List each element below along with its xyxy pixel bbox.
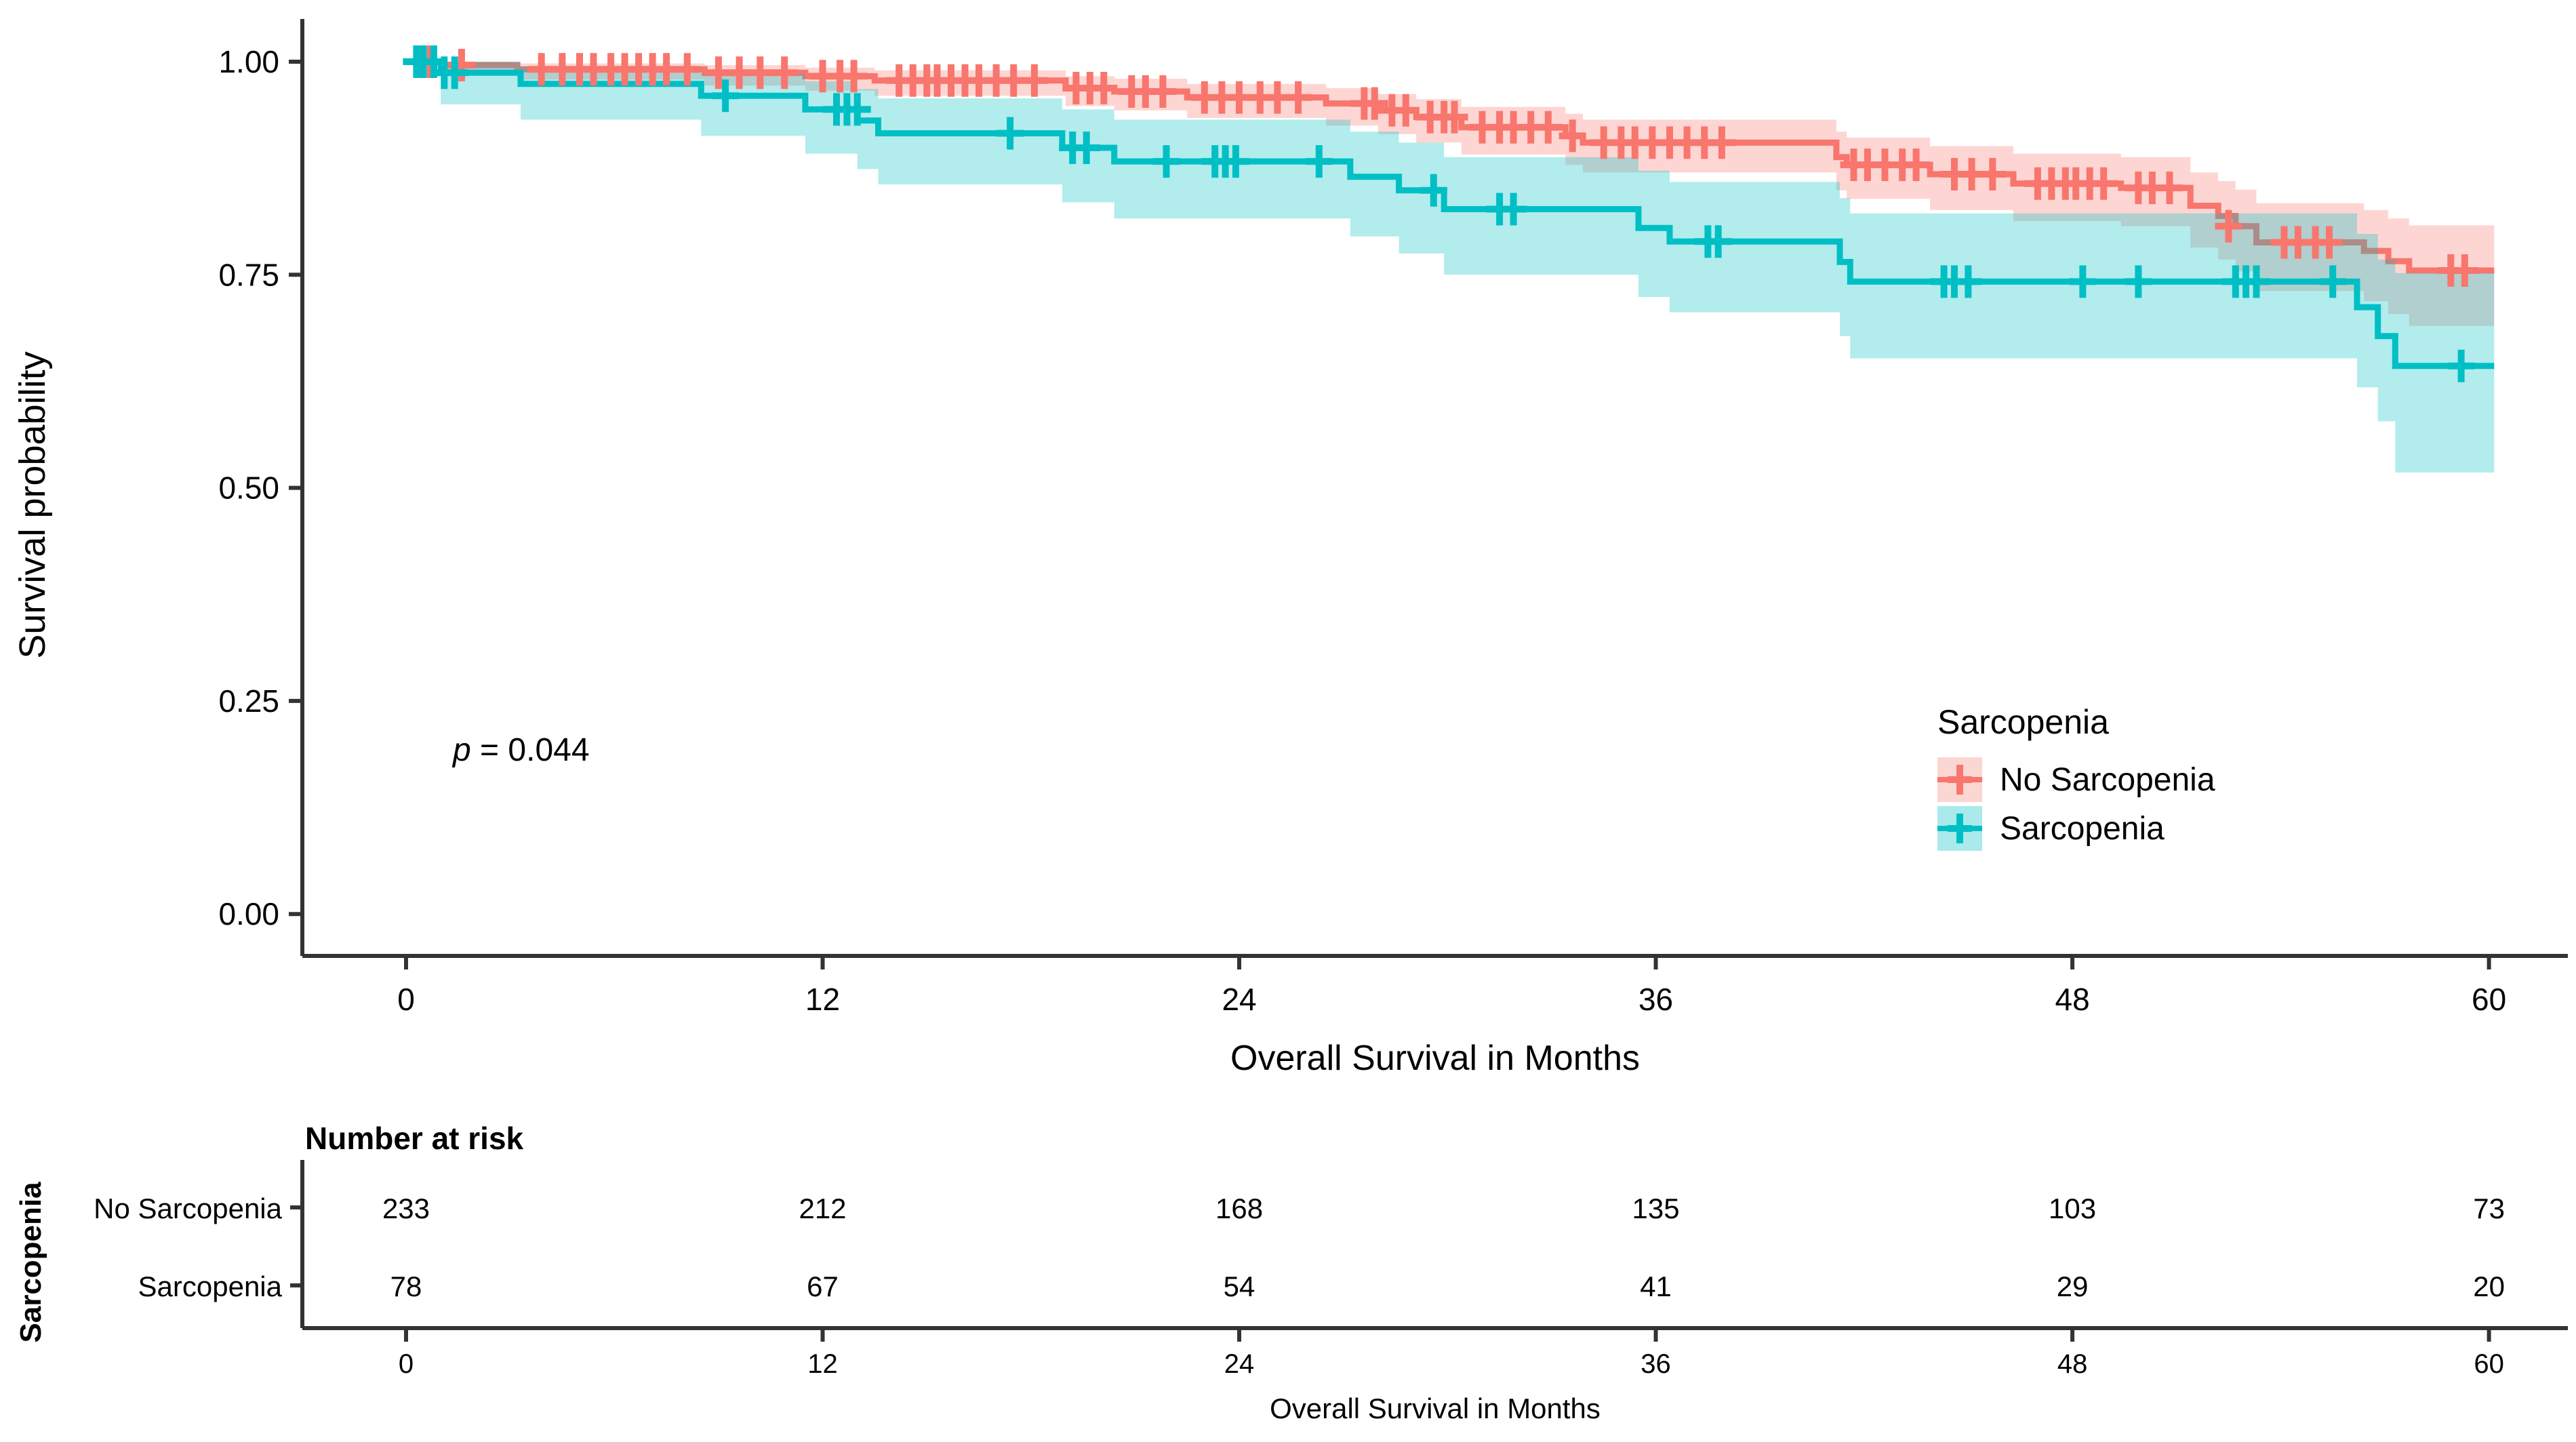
sarcopenia-censor-marks xyxy=(403,45,2475,382)
y-tick-label: 0.50 xyxy=(218,470,279,506)
risk-row-label: Sarcopenia xyxy=(138,1270,283,1302)
risk-x-tick-label: 48 xyxy=(2057,1349,2088,1379)
p-value-label: p = 0.044 xyxy=(451,732,590,768)
y-tick-label: 1.00 xyxy=(218,44,279,79)
risk-count-value: 20 xyxy=(2473,1270,2505,1302)
legend-key-censor-icon xyxy=(1948,765,1972,795)
x-tick-label: 12 xyxy=(805,982,840,1017)
x-tick-label: 48 xyxy=(2055,982,2089,1017)
y-tick-label: 0.75 xyxy=(218,257,279,292)
risk-x-tick-label: 60 xyxy=(2474,1349,2504,1379)
risk-row-label: No Sarcopenia xyxy=(94,1193,282,1224)
risk-x-tick-label: 36 xyxy=(1641,1349,1671,1379)
risk-count-value: 103 xyxy=(2049,1193,2096,1224)
risk-count-value: 29 xyxy=(2057,1270,2089,1302)
x-tick-label: 36 xyxy=(1638,982,1673,1017)
risk-x-tick-label: 12 xyxy=(807,1349,838,1379)
legend-entry-label: Sarcopenia xyxy=(2000,811,2165,847)
risk-count-value: 212 xyxy=(799,1193,846,1224)
x-tick-label: 0 xyxy=(397,982,415,1017)
risk-table-x-axis-title: Overall Survival in Months xyxy=(1270,1393,1601,1424)
risk-count-value: 41 xyxy=(1640,1270,1672,1302)
x-tick-label: 60 xyxy=(2472,982,2506,1017)
risk-count-value: 54 xyxy=(1224,1270,1255,1302)
risk-count-value: 168 xyxy=(1215,1193,1263,1224)
sarcopenia-confidence-band xyxy=(406,62,2495,473)
y-tick-label: 0.00 xyxy=(218,896,279,932)
x-tick-label: 24 xyxy=(1222,982,1256,1017)
legend-key-censor-icon xyxy=(1948,814,1972,843)
y-axis-title: Survival probability xyxy=(12,351,53,658)
risk-table-title: Number at risk xyxy=(305,1121,524,1156)
risk-count-value: 67 xyxy=(807,1270,839,1302)
risk-count-value: 78 xyxy=(390,1270,422,1302)
risk-table-y-axis-title: Sarcopenia xyxy=(14,1182,47,1343)
y-tick-label: 0.25 xyxy=(218,683,279,719)
legend-title: Sarcopenia xyxy=(1937,703,2109,741)
risk-count-value: 73 xyxy=(2473,1193,2505,1224)
risk-x-tick-label: 0 xyxy=(399,1349,414,1379)
x-axis-title: Overall Survival in Months xyxy=(1230,1039,1640,1078)
legend-entry-label: No Sarcopenia xyxy=(2000,762,2215,798)
risk-x-tick-label: 24 xyxy=(1224,1349,1255,1379)
risk-count-value: 135 xyxy=(1632,1193,1680,1224)
risk-count-value: 233 xyxy=(382,1193,430,1224)
